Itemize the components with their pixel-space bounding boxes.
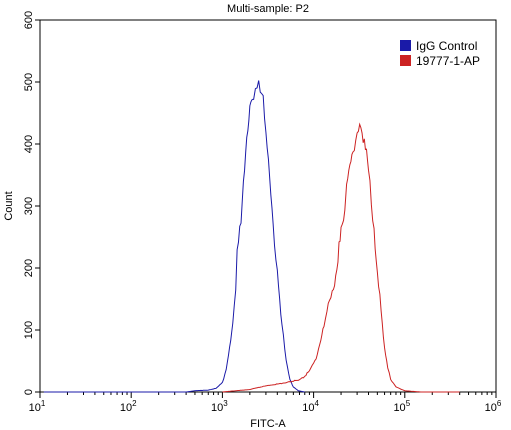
x-tick-label: 102 — [120, 399, 137, 414]
x-tick-base: 10 — [120, 402, 132, 414]
x-axis-label: FITC-A — [250, 418, 286, 430]
legend-label-1: IgG Control — [416, 39, 477, 53]
x-tick-label: 101 — [29, 399, 46, 414]
x-tick-base: 10 — [302, 402, 314, 414]
x-tick-base: 10 — [485, 402, 497, 414]
legend-label-2: 19777-1-AP — [416, 54, 480, 68]
y-tick-label: 600 — [23, 11, 35, 29]
y-tick-label: 100 — [23, 321, 35, 339]
y-tick-label: 200 — [23, 259, 35, 277]
y-tick-label: 400 — [23, 135, 35, 153]
x-tick-base: 10 — [393, 402, 405, 414]
x-tick-label: 106 — [485, 399, 502, 414]
y-tick-label: 0 — [23, 389, 35, 395]
series-line-2 — [222, 122, 460, 393]
legend-swatch-2 — [400, 55, 411, 66]
x-tick-exponent: 1 — [41, 399, 46, 408]
legend-swatch-1 — [400, 40, 411, 51]
x-tick-label: 105 — [393, 399, 410, 414]
x-tick-label: 103 — [211, 399, 228, 414]
y-axis-label: Count — [3, 191, 15, 220]
x-tick-exponent: 4 — [314, 399, 319, 408]
y-tick-label: 500 — [23, 73, 35, 91]
x-tick-base: 10 — [29, 402, 41, 414]
plot-area — [39, 19, 497, 393]
x-tick-base: 10 — [211, 402, 223, 414]
y-tick-label: 300 — [23, 197, 35, 215]
x-tick-label: 104 — [302, 399, 319, 414]
x-tick-exponent: 3 — [223, 399, 228, 408]
y-axis: 0 100 200 300 400 500 600 — [23, 11, 40, 395]
x-axis: 101 102 103 104 105 106 — [29, 392, 502, 414]
x-tick-exponent: 5 — [406, 399, 411, 408]
x-tick-exponent: 6 — [497, 399, 502, 408]
series-line-1 — [43, 80, 305, 393]
x-tick-exponent: 2 — [132, 399, 137, 408]
chart-title: Multi-sample: P2 — [227, 3, 309, 15]
series-layer — [43, 80, 460, 393]
